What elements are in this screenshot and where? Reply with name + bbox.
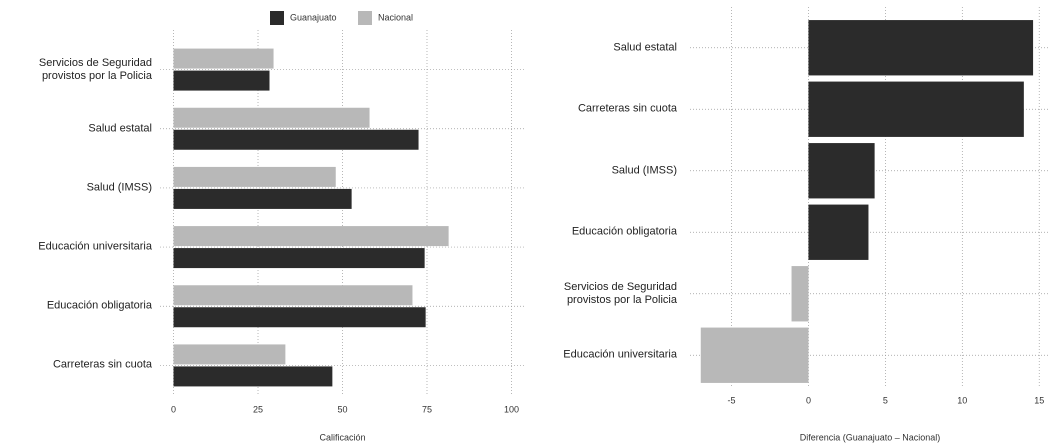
x-tick-label: 75 — [422, 404, 432, 414]
bar — [173, 70, 270, 91]
bar — [808, 20, 1034, 76]
x-tick-label: 50 — [337, 404, 347, 414]
bar — [173, 188, 352, 209]
x-tick-label: 0 — [806, 395, 811, 405]
x-tick-label: 10 — [957, 395, 967, 405]
bar — [173, 307, 426, 328]
legend-label: Nacional — [378, 12, 413, 22]
legend-swatch — [270, 11, 284, 25]
bar — [791, 266, 809, 322]
category-label: Servicios de Seguridad provistos por la … — [563, 280, 677, 306]
bar — [808, 81, 1024, 137]
category-label: Salud (IMSS) — [611, 164, 677, 177]
x-tick-label: -5 — [728, 395, 736, 405]
x-tick-label: 5 — [883, 395, 888, 405]
category-label: Carreteras sin cuota — [52, 358, 152, 371]
legend-swatch — [358, 11, 372, 25]
bar — [808, 143, 875, 199]
bar — [173, 48, 274, 69]
bar — [173, 248, 425, 269]
bar — [700, 327, 809, 383]
category-label: Salud (IMSS) — [86, 181, 152, 194]
category-label: Educación universitaria — [38, 240, 152, 253]
category-label: Educación obligatoria — [571, 225, 677, 238]
bar — [173, 344, 286, 365]
bar — [173, 366, 333, 387]
bar — [173, 285, 413, 306]
category-label: Salud estatal — [613, 41, 677, 54]
category-label: Educación obligatoria — [46, 299, 152, 312]
category-label: Educación universitaria — [563, 348, 677, 361]
bar — [173, 226, 449, 247]
x-tick-label: 100 — [504, 404, 519, 414]
bar — [173, 107, 370, 128]
category-label: Carreteras sin cuota — [577, 102, 677, 115]
legend-label: Guanajuato — [290, 12, 337, 22]
x-tick-label: 25 — [253, 404, 263, 414]
x-axis-title: Calificación — [319, 432, 365, 442]
bar — [173, 166, 336, 187]
x-tick-label: 15 — [1034, 395, 1044, 405]
category-label: Servicios de Seguridad provistos por la … — [38, 56, 152, 82]
x-axis-title: Diferencia (Guanajuato – Nacional) — [800, 432, 941, 442]
category-label: Salud estatal — [88, 122, 152, 135]
bar — [173, 129, 419, 150]
bar — [808, 204, 869, 260]
x-tick-label: 0 — [171, 404, 176, 414]
